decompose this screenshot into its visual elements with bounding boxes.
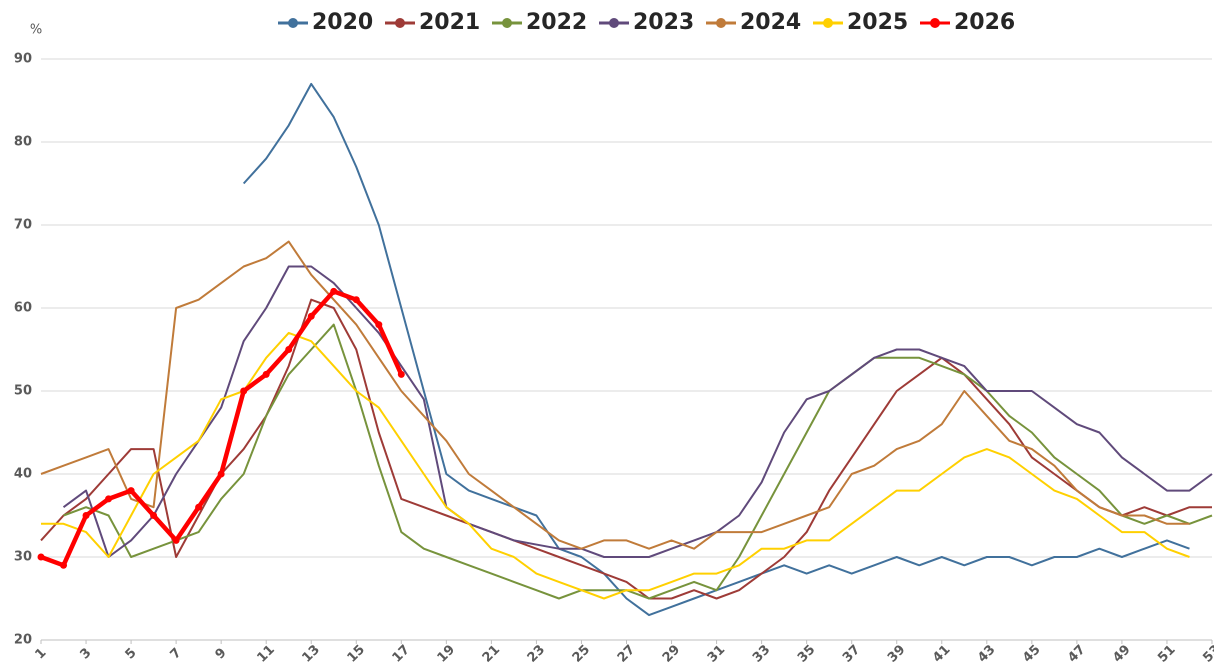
x-tick-label: 37 xyxy=(840,642,863,665)
x-tick-label: 7 xyxy=(168,645,185,662)
y-tick-label: 80 xyxy=(14,135,32,150)
point xyxy=(150,512,158,519)
point xyxy=(352,296,360,304)
legend-marker xyxy=(930,18,940,28)
y-tick-label: 90 xyxy=(14,52,32,67)
legend-label: 2023 xyxy=(633,10,694,35)
y-unit: % xyxy=(30,23,42,38)
legend-label: 2022 xyxy=(526,10,587,35)
legend-marker xyxy=(288,18,298,28)
x-tick-label: 11 xyxy=(254,642,277,665)
series-line xyxy=(63,323,1213,600)
x-tick-label: 29 xyxy=(660,642,683,665)
x-tick-label: 25 xyxy=(570,642,593,665)
legend-label: 2020 xyxy=(312,10,373,35)
x-tick-label: 41 xyxy=(930,642,953,665)
point xyxy=(172,536,180,544)
y-tick-label: 60 xyxy=(14,301,32,316)
point xyxy=(195,503,203,511)
y-tick-label: 70 xyxy=(14,218,32,233)
x-tick-label: 47 xyxy=(1065,642,1088,665)
legend-marker xyxy=(395,18,405,28)
x-tick-label: 1 xyxy=(32,645,49,662)
point xyxy=(127,487,135,495)
legend-label: 2025 xyxy=(847,10,908,35)
legend-label: 2021 xyxy=(419,10,480,35)
point xyxy=(60,561,68,569)
point xyxy=(217,470,225,478)
x-tick-label: 13 xyxy=(300,642,323,665)
legend-marker xyxy=(609,18,619,28)
point xyxy=(375,321,383,329)
x-tick-label: 15 xyxy=(345,642,368,665)
point xyxy=(285,346,293,353)
point xyxy=(262,370,270,378)
legend-marker xyxy=(823,18,833,28)
y-tick-label: 20 xyxy=(14,633,32,648)
x-tick-label: 31 xyxy=(705,642,728,665)
point xyxy=(37,553,45,561)
series-line xyxy=(41,331,1190,600)
x-tick-label: 23 xyxy=(525,642,548,665)
series-line xyxy=(62,265,1213,558)
x-tick-label: 9 xyxy=(213,645,230,662)
x-tick-label: 3 xyxy=(78,645,95,662)
x-tick-label: 43 xyxy=(975,642,998,665)
x-tick-label: 17 xyxy=(390,642,413,665)
x-tick-label: 51 xyxy=(1155,642,1178,665)
legend-label: 2024 xyxy=(740,10,801,35)
point xyxy=(240,387,248,395)
series-line xyxy=(40,240,1190,550)
x-tick-label: 49 xyxy=(1110,642,1133,665)
x-tick-label: 19 xyxy=(435,642,458,665)
legend-marker xyxy=(502,18,512,28)
x-tick-label: 33 xyxy=(750,642,773,665)
x-tick-label: 39 xyxy=(885,642,908,665)
y-tick-label: 30 xyxy=(14,550,32,565)
x-tick-label: 53 xyxy=(1200,642,1214,665)
x-tick-label: 35 xyxy=(795,642,818,665)
x-tick-label: 5 xyxy=(123,645,140,662)
x-tick-label: 21 xyxy=(480,642,503,665)
point xyxy=(105,495,113,503)
y-tick-label: 50 xyxy=(14,384,32,399)
series-line xyxy=(40,298,1212,600)
legend-marker xyxy=(716,18,726,28)
series-line xyxy=(242,82,1190,617)
point xyxy=(397,370,405,378)
point xyxy=(307,312,315,320)
x-tick-label: 45 xyxy=(1020,642,1043,665)
point xyxy=(330,287,338,295)
x-tick-label: 27 xyxy=(615,642,638,665)
legend-label: 2026 xyxy=(954,10,1015,35)
point xyxy=(82,512,90,519)
y-tick-label: 40 xyxy=(14,467,32,482)
